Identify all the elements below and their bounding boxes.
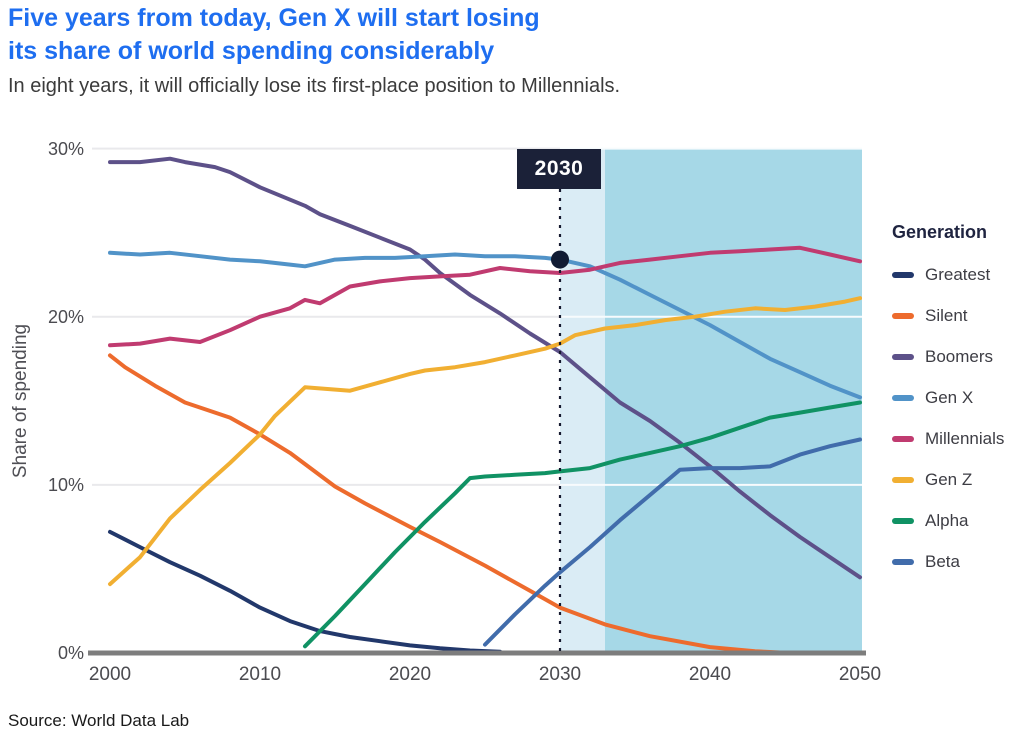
legend-items: Greatest Silent Boomers Gen X Millennials Gen… xyxy=(892,265,1022,571)
legend-label: Alpha xyxy=(925,510,969,530)
legend-swatch-icon xyxy=(892,394,914,401)
legend-swatch-icon xyxy=(892,312,914,319)
x-tick-label: 2000 xyxy=(88,664,132,685)
legend-swatch-icon xyxy=(892,435,914,442)
chart-legend: Generation Greatest Silent Boomers Gen X Mil… xyxy=(892,222,1022,593)
legend-swatch-icon xyxy=(892,353,914,360)
series-line-boomers xyxy=(108,156,862,580)
legend-title: Generation xyxy=(892,222,988,242)
forecast-band-dark xyxy=(605,148,862,653)
legend-label: Millennials xyxy=(925,428,1005,448)
legend-label: Boomers xyxy=(925,346,994,366)
annotation-year-badge: 2030 xyxy=(517,149,601,189)
legend-item-gen-x: Gen X xyxy=(892,388,1022,407)
legend-item-alpha: Alpha xyxy=(892,511,1022,530)
series-line-silent xyxy=(108,353,787,655)
x-tick-label: 2020 xyxy=(388,664,432,685)
legend-swatch-icon xyxy=(892,517,914,524)
legend-swatch-icon xyxy=(892,476,914,483)
y-tick-label: 30% xyxy=(47,138,84,159)
page-title-line2: its share of world spending considerably xyxy=(8,37,495,65)
legend-item-greatest: Greatest xyxy=(892,265,1022,284)
chart-subtitle: In eight years, it will officially lose … xyxy=(8,75,621,97)
legend-label: Greatest xyxy=(925,264,991,284)
x-tick-label: 2030 xyxy=(538,664,582,685)
legend-item-gen-z: Gen Z xyxy=(892,470,1022,489)
series-line-gen-x xyxy=(108,250,862,400)
legend-swatch-icon xyxy=(892,558,914,565)
x-tick-label: 2010 xyxy=(238,664,282,685)
legend-label: Gen Z xyxy=(925,469,973,489)
y-tick-label: 10% xyxy=(47,474,84,495)
source-credit: Source: World Data Lab xyxy=(8,711,190,730)
legend-label: Silent xyxy=(925,305,968,325)
legend-item-beta: Beta xyxy=(892,552,1022,571)
x-tick-label: 2040 xyxy=(688,664,732,685)
forecast-band-light xyxy=(560,148,605,653)
chart-header: Five years from today, Gen X will start … xyxy=(8,2,620,98)
series-line-millennials xyxy=(108,245,862,348)
y-tick-label: 0% xyxy=(57,643,84,663)
legend-item-millennials: Millennials xyxy=(892,429,1022,448)
y-axis-title: Share of spending xyxy=(10,323,31,479)
page-title-line1: Five years from today, Gen X will start … xyxy=(8,4,540,32)
legend-item-boomers: Boomers xyxy=(892,347,1022,366)
legend-label: Beta xyxy=(925,551,960,571)
legend-label: Gen X xyxy=(925,387,974,407)
y-tick-label: 20% xyxy=(47,306,84,327)
series-line-gen-z xyxy=(108,296,862,587)
series-line-alpha xyxy=(303,400,862,649)
series-line-greatest xyxy=(108,529,502,654)
annotation-marker-dot xyxy=(551,250,569,269)
series-line-beta xyxy=(483,437,862,647)
legend-item-silent: Silent xyxy=(892,306,1022,325)
legend-swatch-icon xyxy=(892,271,914,278)
x-tick-label: 2050 xyxy=(838,664,882,685)
